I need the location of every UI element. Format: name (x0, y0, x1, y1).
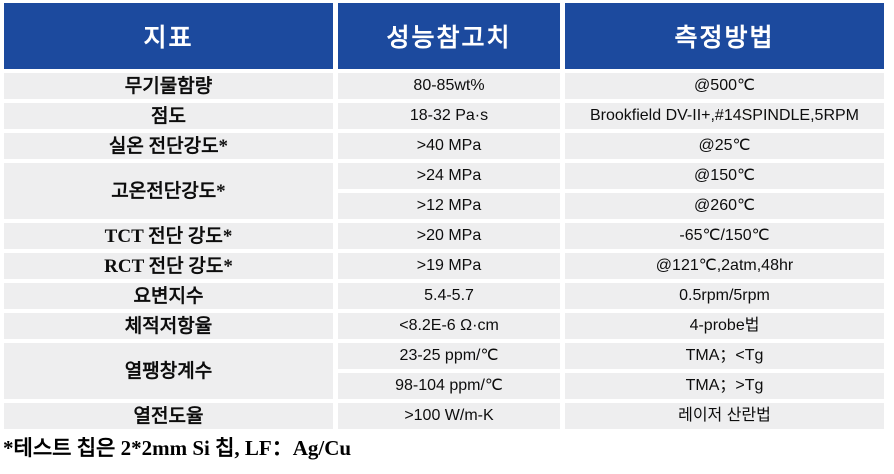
footnote: *테스트 칩은 2*2mm Si 칩, LF：Ag/Cu (3, 436, 352, 460)
indicator-cell-merged: 열팽창계수 (4, 343, 333, 399)
indicator-cell: 체적저항율 (4, 313, 333, 339)
indicator-cell: RCT 전단 강도* (4, 253, 333, 279)
method-cell: 0.5rpm/5rpm (565, 283, 884, 309)
value-cell: 18-32 Pa·s (338, 103, 560, 129)
spec-table: 지표 성능참고치 측정방법 무기물함량 80-85wt% @500℃ 점도 18… (4, 3, 884, 429)
method-cell: @500℃ (565, 73, 884, 99)
value-cell: 98-104 ppm/℃ (338, 373, 560, 399)
value-cell: >24 MPa (338, 163, 560, 189)
value-cell: 5.4-5.7 (338, 283, 560, 309)
value-cell: >12 MPa (338, 193, 560, 219)
method-cell: -65℃/150℃ (565, 223, 884, 249)
header-cell-indicator: 지표 (4, 3, 333, 69)
method-cell: 레이저 산란법 (565, 403, 884, 429)
header-cell-method: 측정방법 (565, 3, 884, 69)
value-cell: 80-85wt% (338, 73, 560, 99)
method-cell: TMA；>Tg (565, 373, 884, 399)
value-cell: >19 MPa (338, 253, 560, 279)
indicator-cell: 열전도율 (4, 403, 333, 429)
method-cell: @25℃ (565, 133, 884, 159)
indicator-cell: 무기물함량 (4, 73, 333, 99)
value-cell: >100 W/m-K (338, 403, 560, 429)
indicator-cell-merged: 고온전단강도* (4, 163, 333, 219)
value-cell: >40 MPa (338, 133, 560, 159)
indicator-cell: 요변지수 (4, 283, 333, 309)
indicator-cell: 점도 (4, 103, 333, 129)
value-cell: 23-25 ppm/℃ (338, 343, 560, 369)
method-cell: TMA；<Tg (565, 343, 884, 369)
header-cell-reference: 성능참고치 (338, 3, 560, 69)
value-cell: <8.2E-6 Ω·cm (338, 313, 560, 339)
method-cell: @150℃ (565, 163, 884, 189)
method-cell: @121℃,2atm,48hr (565, 253, 884, 279)
indicator-cell: 실온 전단강도* (4, 133, 333, 159)
value-cell: >20 MPa (338, 223, 560, 249)
indicator-cell: TCT 전단 강도* (4, 223, 333, 249)
method-cell: Brookfield DV-II+,#14SPINDLE,5RPM (565, 103, 884, 129)
method-cell: 4-probe법 (565, 313, 884, 339)
method-cell: @260℃ (565, 193, 884, 219)
